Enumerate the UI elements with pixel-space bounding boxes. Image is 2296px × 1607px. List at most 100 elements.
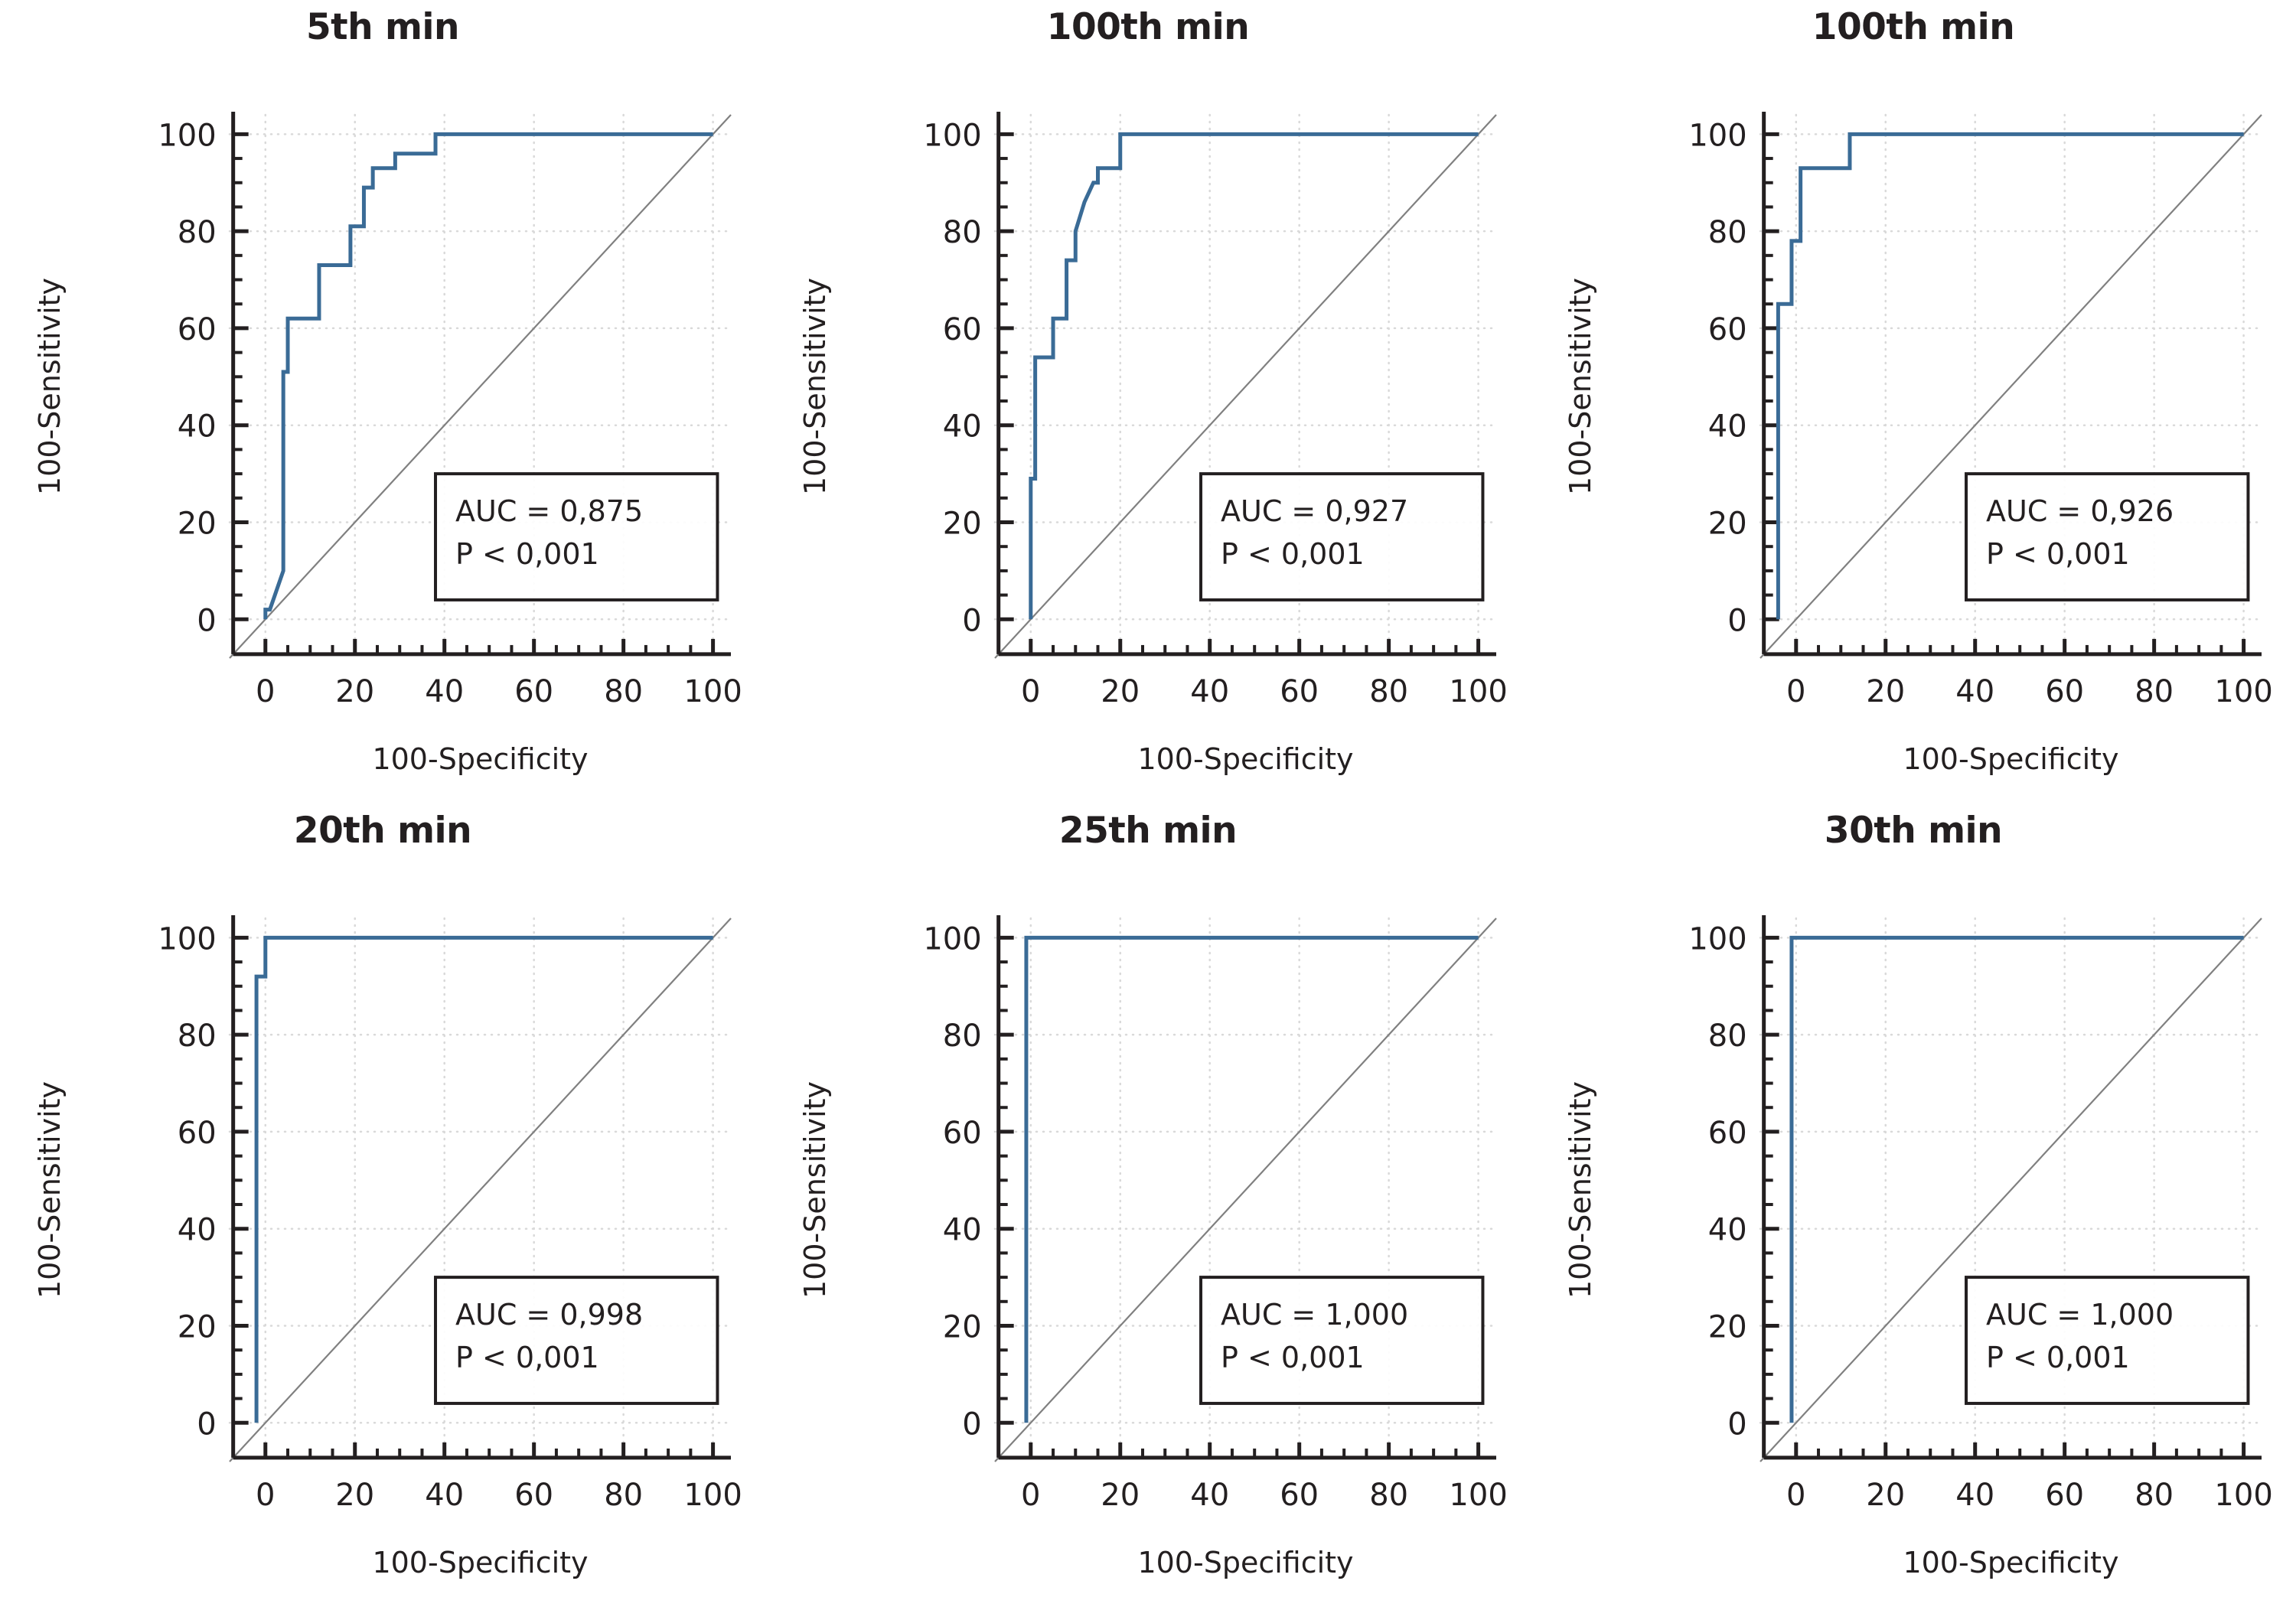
p-value-label: P < 0,001 — [1221, 537, 1365, 571]
roc-curve — [254, 935, 713, 1423]
y-axis-label: 100-Sensitivity — [798, 278, 832, 495]
x-tick-label: 0 — [1786, 1478, 1805, 1513]
x-tick-label: 0 — [256, 674, 275, 709]
roc-curve — [263, 132, 713, 620]
x-tick-label: 80 — [1369, 1478, 1408, 1513]
y-tick-label: 0 — [197, 603, 216, 638]
x-tick-label: 20 — [1101, 1478, 1140, 1513]
x-tick-label: 60 — [514, 674, 553, 709]
y-tick-label: 40 — [178, 1213, 217, 1248]
roc-plot-area: 0 20 40 60 80 100 0 20 40 60 80 100 100-Sensitivity 1… — [1564, 112, 2273, 776]
y-tick-label: 60 — [943, 1116, 982, 1151]
y-tick-label: 100 — [158, 118, 216, 153]
tick-labels: 0 20 40 60 80 100 0 20 40 60 80 100 — [158, 118, 742, 709]
roc-panel: 25th min 0 20 40 60 80 100 0 20 40 60 80 100 100-Sens… — [765, 804, 1531, 1607]
gridlines — [993, 113, 1498, 660]
y-tick-label: 0 — [962, 1407, 981, 1442]
y-axis-label: 100-Sensitivity — [1564, 1081, 1597, 1299]
roc-panel: 100th min 0 20 40 60 80 100 0 20 40 60 80 100 100-Sen… — [1531, 0, 2296, 804]
axis-ticks — [998, 935, 1481, 1458]
tick-labels: 0 20 40 60 80 100 0 20 40 60 80 100 — [923, 118, 1507, 709]
axis-ticks — [233, 935, 716, 1458]
tick-labels: 0 20 40 60 80 100 0 20 40 60 80 100 — [1688, 118, 2272, 709]
y-tick-label: 0 — [962, 603, 981, 638]
y-tick-label: 100 — [923, 118, 981, 153]
x-tick-label: 100 — [683, 1478, 742, 1513]
x-tick-label: 40 — [1955, 1478, 1994, 1513]
y-tick-label: 80 — [178, 1019, 217, 1054]
axis-ticks — [998, 132, 1481, 654]
roc-curve — [1024, 935, 1479, 1423]
auc-annotation-box — [1965, 1276, 2250, 1405]
x-axis-label: 100-Specificity — [372, 1546, 588, 1579]
x-tick-label: 40 — [1190, 1478, 1229, 1513]
x-tick-label: 80 — [2135, 1478, 2174, 1513]
roc-curve — [1029, 132, 1479, 620]
roc-curve — [1789, 935, 2244, 1423]
y-tick-label: 80 — [943, 215, 982, 250]
x-tick-label: 60 — [1280, 674, 1319, 709]
y-tick-label: 80 — [1708, 1019, 1747, 1054]
roc-curve — [1776, 132, 2244, 620]
x-tick-label: 40 — [1190, 674, 1229, 709]
panel-title: 5th min — [305, 6, 460, 48]
y-tick-label: 100 — [158, 921, 216, 957]
x-tick-label: 0 — [1786, 674, 1805, 709]
y-tick-label: 60 — [178, 1116, 217, 1151]
y-tick-label: 60 — [943, 312, 982, 347]
x-tick-label: 20 — [1101, 674, 1140, 709]
panel-title: 100th min — [1812, 6, 2015, 48]
y-tick-label: 20 — [943, 1310, 982, 1345]
x-tick-label: 100 — [2214, 674, 2272, 709]
panel-title: 25th min — [1058, 810, 1238, 852]
x-axis-label: 100-Specificity — [1903, 742, 2118, 776]
tick-labels: 0 20 40 60 80 100 0 20 40 60 80 100 — [1688, 921, 2272, 1513]
x-tick-label: 80 — [604, 674, 643, 709]
x-tick-label: 60 — [2045, 1478, 2084, 1513]
auc-annotation-box — [1199, 472, 1485, 601]
auc-value-label: AUC = 0,875 — [455, 494, 643, 528]
p-value-label: P < 0,001 — [1986, 1341, 2130, 1374]
x-tick-label: 60 — [1280, 1478, 1319, 1513]
x-tick-label: 40 — [425, 1478, 464, 1513]
x-axis-label: 100-Specificity — [1903, 1546, 2118, 1579]
y-axis-label: 100-Sensitivity — [33, 278, 67, 495]
x-axis-label: 100-Specificity — [1137, 742, 1353, 776]
auc-value-label: AUC = 0,926 — [1986, 494, 2174, 528]
x-tick-label: 80 — [2135, 674, 2174, 709]
y-tick-label: 0 — [1727, 603, 1746, 638]
tick-labels: 0 20 40 60 80 100 0 20 40 60 80 100 — [923, 921, 1507, 1513]
x-tick-label: 80 — [604, 1478, 643, 1513]
diagonal-reference-line — [1760, 114, 2262, 659]
x-tick-label: 20 — [1866, 674, 1905, 709]
auc-annotation-box — [434, 472, 719, 601]
gridlines — [1759, 113, 2263, 660]
x-tick-label: 0 — [256, 1478, 275, 1513]
y-tick-label: 40 — [1708, 1213, 1747, 1248]
y-tick-label: 60 — [1708, 1116, 1747, 1151]
p-value-label: P < 0,001 — [1986, 537, 2130, 571]
x-tick-label: 40 — [425, 674, 464, 709]
y-tick-label: 20 — [178, 1310, 217, 1345]
auc-value-label: AUC = 0,998 — [455, 1298, 643, 1332]
y-tick-label: 100 — [1688, 921, 1746, 957]
x-axis-label: 100-Specificity — [1137, 1546, 1353, 1579]
x-axis-label: 100-Specificity — [372, 742, 588, 776]
y-axis-label: 100-Sensitivity — [33, 1081, 67, 1299]
x-tick-label: 100 — [683, 674, 742, 709]
x-tick-label: 60 — [514, 1478, 553, 1513]
tick-labels: 0 20 40 60 80 100 0 20 40 60 80 100 — [158, 921, 742, 1513]
diagonal-reference-line — [229, 918, 732, 1462]
y-tick-label: 80 — [178, 215, 217, 250]
y-tick-label: 40 — [178, 409, 217, 445]
y-tick-label: 100 — [923, 921, 981, 957]
diagonal-reference-line — [229, 114, 732, 659]
y-tick-label: 80 — [943, 1019, 982, 1054]
gridlines — [228, 113, 732, 660]
x-tick-label: 20 — [335, 674, 374, 709]
roc-panel: 20th min 0 20 40 60 80 100 0 20 40 60 80 100 100-Sens… — [0, 804, 765, 1607]
axis-ticks — [233, 132, 716, 654]
diagonal-reference-line — [994, 114, 1497, 659]
auc-value-label: AUC = 0,927 — [1221, 494, 1408, 528]
y-axis-label: 100-Sensitivity — [1564, 278, 1597, 495]
